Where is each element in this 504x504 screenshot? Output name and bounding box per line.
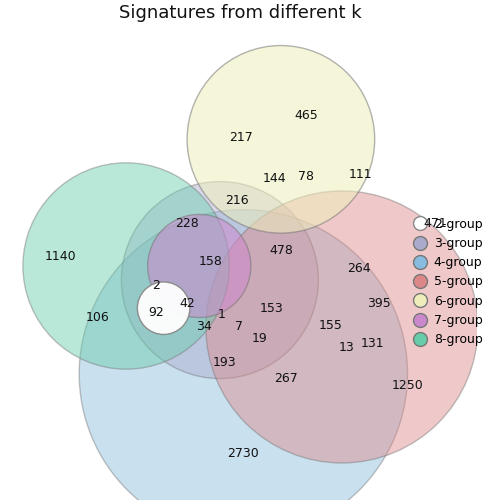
Text: 471: 471 [424,217,448,230]
Text: 42: 42 [179,297,195,310]
Text: 1140: 1140 [45,250,76,263]
Text: 193: 193 [213,356,236,369]
Text: 478: 478 [269,243,293,257]
Text: 19: 19 [251,332,267,345]
Circle shape [206,191,478,463]
Text: 34: 34 [196,320,212,333]
Circle shape [121,181,319,379]
Text: 395: 395 [367,297,391,310]
Text: 111: 111 [349,168,372,181]
Text: 78: 78 [298,170,314,183]
Text: 264: 264 [347,262,370,275]
Circle shape [23,163,229,369]
Circle shape [138,282,190,335]
Legend: 2-group, 3-group, 4-group, 5-group, 6-group, 7-group, 8-group: 2-group, 3-group, 4-group, 5-group, 6-gr… [408,213,487,351]
Text: 216: 216 [225,194,248,207]
Text: 465: 465 [294,109,318,122]
Text: 2730: 2730 [227,447,259,460]
Circle shape [187,45,374,233]
Text: 158: 158 [199,255,222,268]
Circle shape [79,210,408,504]
Text: 267: 267 [274,372,297,385]
Text: 217: 217 [230,131,254,144]
Text: 92: 92 [148,306,164,320]
Text: 13: 13 [339,341,354,354]
Text: 153: 153 [260,302,283,314]
Text: 131: 131 [361,337,385,350]
Text: 155: 155 [319,319,343,332]
Circle shape [148,214,251,318]
Text: 1: 1 [218,308,226,321]
Text: 1250: 1250 [392,379,423,392]
Text: 7: 7 [235,321,242,334]
Text: 106: 106 [86,311,110,324]
Text: 228: 228 [175,217,199,230]
Text: 144: 144 [263,172,286,185]
Title: Signatures from different k: Signatures from different k [119,5,362,23]
Text: 2: 2 [152,279,160,292]
